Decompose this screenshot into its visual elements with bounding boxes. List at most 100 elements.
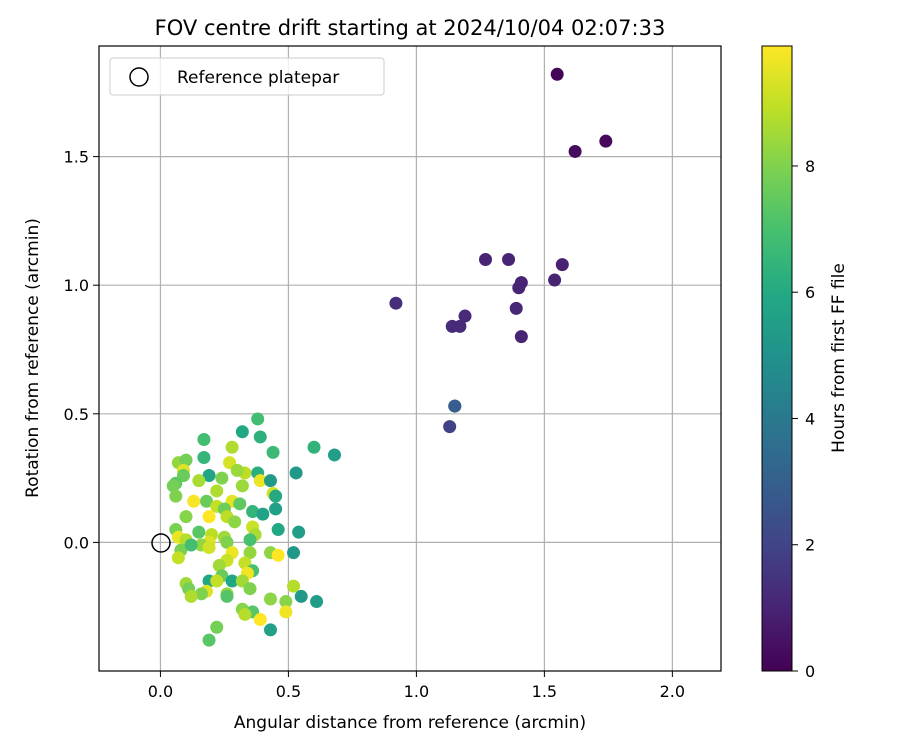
data-point	[210, 484, 224, 498]
data-point	[202, 469, 216, 483]
data-point	[502, 252, 516, 266]
colorbar-gradient	[761, 45, 793, 672]
data-point	[179, 453, 193, 467]
data-point	[548, 273, 562, 287]
data-point	[220, 589, 234, 603]
y-axis-label: Rotation from reference (arcmin)	[23, 218, 43, 498]
x-axis-label: Angular distance from reference (arcmin)	[234, 713, 586, 733]
reference-marker	[151, 533, 171, 553]
data-point	[266, 445, 280, 459]
data-point	[287, 546, 301, 560]
data-point	[187, 494, 201, 508]
legend: Reference platepar	[109, 57, 385, 96]
data-point	[310, 595, 324, 609]
data-point	[169, 489, 183, 503]
data-point	[509, 301, 523, 315]
x-tick-label: 1.0	[404, 682, 429, 701]
data-point	[269, 489, 283, 503]
data-points	[166, 67, 613, 647]
data-point	[225, 574, 239, 588]
data-point	[179, 510, 193, 524]
data-point	[166, 479, 180, 493]
data-point	[253, 430, 267, 444]
data-point	[479, 252, 493, 266]
colorbar-ticks: 0 2 4 6 8	[792, 157, 815, 681]
data-point	[443, 420, 457, 434]
data-point	[279, 605, 293, 619]
data-point	[192, 474, 206, 488]
data-point	[230, 463, 244, 477]
data-point	[197, 451, 211, 465]
y-axis-ticks: 0.0 0.5 1.0 1.5	[64, 148, 99, 552]
data-point	[599, 134, 613, 148]
data-point	[448, 399, 462, 413]
data-point	[246, 505, 260, 519]
x-tick-label: 0.5	[276, 682, 301, 701]
data-point	[184, 589, 198, 603]
data-point	[243, 546, 257, 560]
data-point	[514, 330, 528, 344]
data-point	[253, 613, 267, 627]
data-point	[171, 551, 185, 565]
colorbar-tick-label: 4	[805, 409, 815, 428]
data-point	[555, 258, 569, 272]
grid-lines	[99, 46, 721, 671]
data-point	[228, 515, 242, 529]
data-point	[235, 479, 249, 493]
data-point	[294, 589, 308, 603]
x-tick-label: 2.0	[660, 682, 685, 701]
data-point	[202, 633, 216, 647]
x-tick-label: 0.0	[148, 682, 173, 701]
data-point	[197, 433, 211, 447]
data-point	[307, 440, 321, 454]
chart-title: FOV centre drift starting at 2024/10/04 …	[155, 16, 666, 40]
data-point	[512, 281, 526, 295]
data-point	[253, 474, 267, 488]
data-point	[215, 471, 229, 485]
colorbar-label: Hours from first FF file	[829, 263, 849, 453]
y-tick-label: 0.0	[64, 533, 89, 552]
data-point	[233, 497, 247, 511]
data-point	[202, 541, 216, 555]
data-point	[184, 538, 198, 552]
data-point	[263, 474, 277, 488]
data-point	[458, 309, 472, 323]
data-point	[269, 502, 283, 516]
data-point	[202, 510, 216, 524]
y-tick-label: 1.5	[64, 148, 89, 167]
legend-marker	[129, 67, 149, 87]
data-point	[389, 296, 403, 310]
data-point	[256, 507, 270, 521]
data-point	[210, 620, 224, 634]
data-point	[263, 592, 277, 606]
y-tick-label: 0.5	[64, 405, 89, 424]
data-point	[238, 607, 252, 621]
x-axis-ticks: 0.0 0.5 1.0 1.5 2.0	[148, 671, 685, 701]
data-point	[243, 582, 257, 596]
data-point	[235, 425, 249, 439]
data-point	[292, 525, 306, 539]
data-point	[550, 67, 564, 81]
colorbar: 0 2 4 6 8 Hours from first FF file	[761, 45, 849, 681]
legend-label: Reference platepar	[177, 68, 339, 88]
data-point	[200, 494, 214, 508]
data-point	[287, 579, 301, 593]
data-point	[263, 623, 277, 637]
data-point	[220, 535, 234, 549]
x-tick-label: 1.5	[532, 682, 557, 701]
legend-box	[109, 57, 385, 96]
data-point	[192, 525, 206, 539]
plot-frame	[98, 45, 722, 672]
colorbar-tick-label: 6	[805, 283, 815, 302]
data-point	[225, 440, 239, 454]
colorbar-tick-label: 2	[805, 536, 815, 555]
data-point	[568, 144, 582, 158]
data-point	[327, 448, 341, 462]
colorbar-tick-label: 8	[805, 157, 815, 176]
data-point	[210, 574, 224, 588]
data-point	[289, 466, 303, 480]
y-tick-label: 1.0	[64, 276, 89, 295]
colorbar-tick-label: 0	[805, 662, 815, 681]
data-point	[453, 319, 467, 333]
